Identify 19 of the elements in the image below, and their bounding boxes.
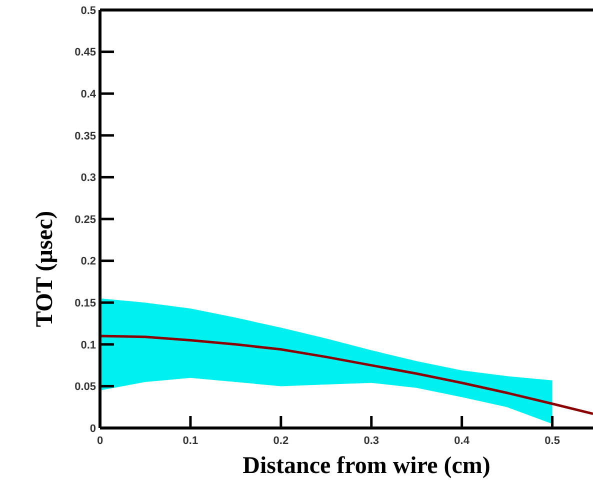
y-tick-label: 0.25 [74,214,96,226]
y-tick-label: 0.05 [74,381,96,394]
x-tick-label: 0.4 [454,435,470,447]
line-series [98,334,593,416]
y-tick-label: 0.1 [80,339,96,352]
y-tick-label: 0.2 [80,256,96,268]
y-tick-label: 0.5 [80,4,96,17]
x-tick-label: 0.3 [364,435,380,447]
x-tick-label: 0.1 [182,435,198,447]
y-tick-label: 0 [90,422,96,435]
y-tick-label: 0.15 [74,297,96,310]
y-axis-title: TOT (µsec) [32,210,58,328]
y-tick-label: 0.3 [80,172,96,184]
y-tick-label: 0.45 [74,46,96,59]
x-tick-label: 0.5 [544,435,560,447]
y-tick-label: 0.4 [80,88,97,100]
y-tick-label: 0.35 [74,130,96,142]
x-tick-label: 0.2 [273,435,289,447]
x-axis-title: Distance from wire (cm) [242,453,490,479]
